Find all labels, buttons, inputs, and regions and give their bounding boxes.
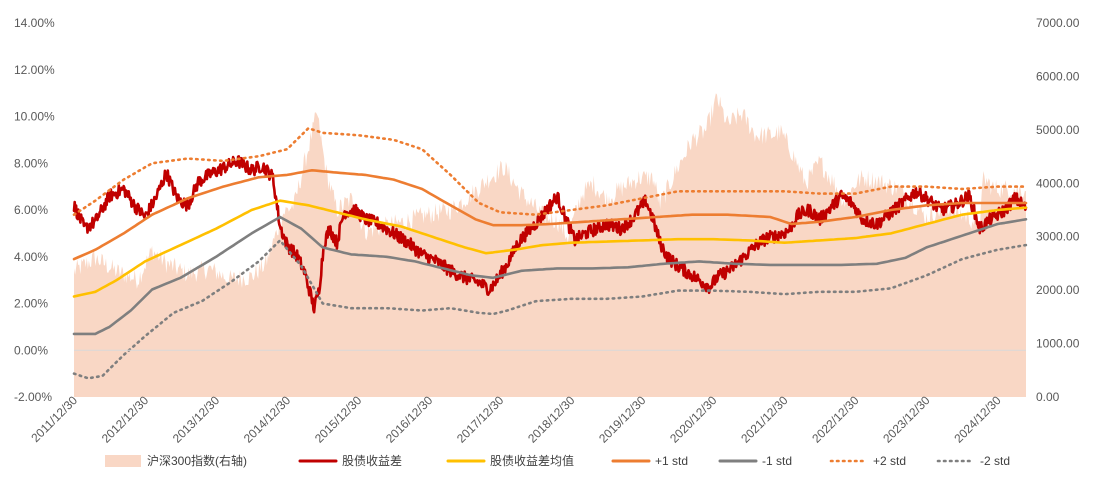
y-right-tick-label: 2000.00 <box>1036 283 1080 297</box>
y-left-tick-label: 0.00% <box>14 343 48 357</box>
y-right-tick-label: 0.00 <box>1036 390 1060 404</box>
x-tick-label: 2012/12/30 <box>99 393 152 446</box>
series-line-1-std <box>72 215 1028 336</box>
y-right-tick-label: 6000.00 <box>1036 69 1080 83</box>
x-tick-label: 2023/12/30 <box>880 393 933 446</box>
y-left-tick-label: 6.00% <box>14 203 48 217</box>
y-left-tick-label: 2.00% <box>14 297 48 311</box>
legend-label: +1 std <box>655 454 688 468</box>
legend-label: 股债收益差 <box>342 454 402 468</box>
x-tick-label: 2022/12/30 <box>809 393 862 446</box>
x-tick-label: 2020/12/30 <box>667 393 720 446</box>
lines-layer <box>72 126 1028 380</box>
y-right-tick-label: 1000.00 <box>1036 337 1080 351</box>
y-right-tick-label: 4000.00 <box>1036 176 1080 190</box>
series-line- <box>72 199 1028 298</box>
x-tick-label: 2017/12/30 <box>454 393 507 446</box>
y-right-tick-label: 3000.00 <box>1036 230 1080 244</box>
x-tick-label: 2021/12/30 <box>738 393 791 446</box>
x-tick-label: 2016/12/30 <box>383 393 436 446</box>
y-right-tick-label: 7000.00 <box>1036 16 1080 30</box>
y-right-tick-label: 5000.00 <box>1036 123 1080 137</box>
legend-label: -2 std <box>980 454 1010 468</box>
x-tick-label: 2024/12/30 <box>951 393 1004 446</box>
x-tick-label: 2015/12/30 <box>312 393 365 446</box>
y-left-tick-label: 8.00% <box>14 156 48 170</box>
y-left-tick-label: -2.00% <box>14 390 52 404</box>
legend: 沪深300指数(右轴) 股债收益差 股债收益差均值 +1 std -1 std +2 st… <box>105 453 1010 468</box>
legend-label: 沪深300指数(右轴) <box>147 453 247 468</box>
legend-label: 股债收益差均值 <box>490 453 574 468</box>
legend-label: +2 std <box>873 454 906 468</box>
y-left-tick-label: 12.00% <box>14 63 55 77</box>
series-line-2-std <box>72 239 1028 380</box>
series-line-2-std <box>72 126 1028 216</box>
series-line-1-std <box>72 169 1028 261</box>
y-left-tick-label: 4.00% <box>14 250 48 264</box>
y-left-tick-label: 10.00% <box>14 110 55 124</box>
legend-label: -1 std <box>762 454 792 468</box>
legend-swatch <box>105 455 141 467</box>
x-tick-label: 2014/12/30 <box>241 393 294 446</box>
x-tick-label: 2019/12/30 <box>596 393 649 446</box>
y-left-tick-label: 14.00% <box>14 16 55 30</box>
x-tick-label: 2013/12/30 <box>170 393 223 446</box>
x-tick-label: 2018/12/30 <box>525 393 578 446</box>
series-line- <box>72 155 1028 314</box>
